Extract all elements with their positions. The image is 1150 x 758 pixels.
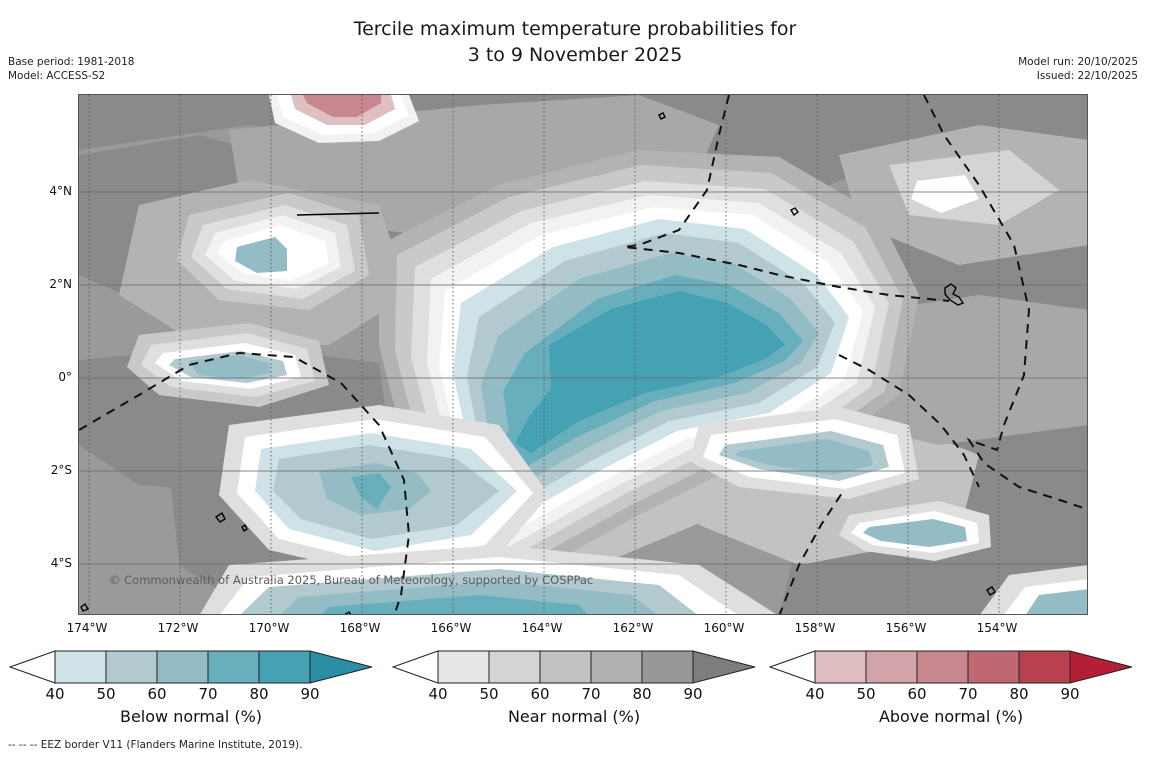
lat-label-2n: 2°N: [49, 277, 72, 291]
lon-label-154w: 154°W: [976, 621, 1018, 635]
cb1-tick-80: 80: [249, 685, 269, 703]
cb3-tick-80: 80: [1009, 685, 1029, 703]
eez-border-line: [79, 95, 1087, 614]
lon-label-162w: 162°W: [612, 621, 654, 635]
colorbar-near-normal[interactable]: 40 50 60 70 80 90 Near normal (%): [388, 645, 760, 735]
lon-label-168w: 168°W: [339, 621, 381, 635]
lon-label-166w: 166°W: [430, 621, 472, 635]
colorbar-near-normal-label: Near normal (%): [507, 707, 641, 726]
map-container: 4°N 2°N 0° 2°S 4°S 174°W 172°W 170°W 168…: [49, 94, 1088, 635]
colorbar-near-normal-ticks: 40 50 60 70 80 90: [388, 685, 760, 707]
metadata-left: Base period: 1981-2018 Model: ACCESS-S2: [8, 55, 134, 83]
model-text: Model: ACCESS-S2: [8, 70, 106, 82]
cb1-tick-50: 50: [96, 685, 116, 703]
island-outlines: [80, 112, 996, 614]
cb3-tick-40: 40: [805, 685, 825, 703]
colorbar-below-normal[interactable]: 40 50 60 70 80 90 Below normal (%): [5, 645, 377, 735]
metadata-right: Model run: 20/10/2025 Issued: 22/10/2025: [1018, 55, 1138, 83]
lat-label-4n: 4°N: [49, 184, 72, 198]
cb2-tick-40: 40: [428, 685, 448, 703]
cb3-tick-70: 70: [958, 685, 978, 703]
lon-label-172w: 172°W: [157, 621, 199, 635]
probability-map[interactable]: © Commonwealth of Australia 2025, Bureau…: [78, 94, 1088, 615]
cb1-tick-60: 60: [147, 685, 167, 703]
colorbar-below-normal-ticks: 40 50 60 70 80 90: [5, 685, 377, 707]
cb1-tick-70: 70: [198, 685, 218, 703]
colorbar-above-normal-bar: [765, 650, 1137, 684]
issued-text: Issued: 22/10/2025: [1036, 70, 1138, 82]
lat-label-2s: 2°S: [50, 463, 72, 477]
colorbar-above-normal-ticks: 40 50 60 70 80 90: [765, 685, 1137, 707]
cb2-tick-90: 90: [683, 685, 703, 703]
map-contour-field: [79, 95, 1087, 614]
lat-label-4s: 4°S: [50, 556, 72, 570]
colorbar-above-normal-label: Above normal (%): [878, 707, 1024, 726]
cb1-tick-40: 40: [45, 685, 65, 703]
base-period-text: Base period: 1981-2018: [8, 56, 135, 68]
colorbar-near-normal-bar: [388, 650, 760, 684]
cb3-tick-50: 50: [856, 685, 876, 703]
colorbar-below-normal-label: Below normal (%): [119, 707, 263, 726]
lat-label-0: 0°: [58, 370, 72, 384]
colorbar-legend-group: 40 50 60 70 80 90 Below normal (%): [0, 645, 1150, 735]
lon-label-174w: 174°W: [66, 621, 108, 635]
title-line-2: 3 to 9 November 2025: [467, 44, 683, 66]
model-run-text: Model run: 20/10/2025: [1018, 56, 1138, 68]
page-title: Tercile maximum temperature probabilitie…: [0, 16, 1150, 68]
title-line-1: Tercile maximum temperature probabilitie…: [353, 18, 797, 40]
lon-label-156w: 156°W: [885, 621, 927, 635]
eez-border-note: -- -- -- EEZ border V11 (Flanders Marine…: [8, 739, 303, 751]
cb2-tick-80: 80: [632, 685, 652, 703]
map-credit: © Commonwealth of Australia 2025, Bureau…: [109, 573, 594, 587]
cb2-tick-50: 50: [479, 685, 499, 703]
cb2-tick-60: 60: [530, 685, 550, 703]
lon-label-164w: 164°W: [521, 621, 563, 635]
cb2-tick-70: 70: [581, 685, 601, 703]
lon-label-158w: 158°W: [794, 621, 836, 635]
lon-label-170w: 170°W: [248, 621, 290, 635]
cb3-tick-90: 90: [1060, 685, 1080, 703]
colorbar-below-normal-bar: [5, 650, 377, 684]
lon-label-160w: 160°W: [703, 621, 745, 635]
cb3-tick-60: 60: [907, 685, 927, 703]
colorbar-above-normal[interactable]: 40 50 60 70 80 90 Above normal (%): [765, 645, 1137, 735]
cb1-tick-90: 90: [300, 685, 320, 703]
